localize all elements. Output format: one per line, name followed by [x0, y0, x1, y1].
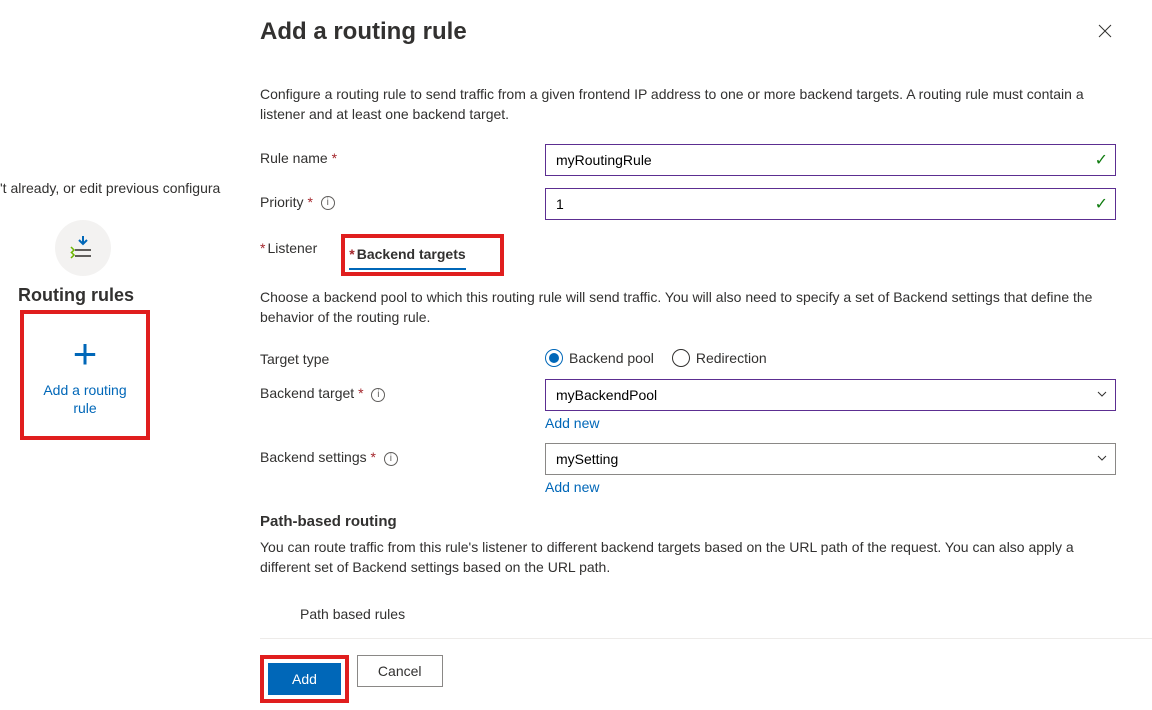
backend-settings-select[interactable]: mySetting [545, 443, 1116, 475]
plus-icon: + [73, 333, 98, 375]
add-routing-rule-panel: Add a routing rule Configure a routing r… [260, 0, 1152, 710]
check-icon: ✓ [1095, 150, 1108, 170]
close-icon[interactable] [1094, 18, 1116, 47]
rule-name-label: Rule name * [260, 144, 545, 166]
rule-name-input[interactable] [545, 144, 1116, 176]
radio-backend-pool[interactable]: Backend pool [545, 349, 654, 367]
routing-rules-heading: Routing rules [18, 285, 134, 306]
add-button[interactable]: Add [268, 663, 341, 695]
cancel-button[interactable]: Cancel [357, 655, 443, 687]
add-new-backend-settings-link[interactable]: Add new [545, 479, 599, 495]
check-icon: ✓ [1095, 194, 1108, 214]
panel-description: Configure a routing rule to send traffic… [260, 85, 1116, 124]
path-based-rules-title: Path based rules [300, 606, 1116, 622]
path-based-routing-desc: You can route traffic from this rule's l… [260, 538, 1116, 577]
info-icon[interactable]: i [384, 452, 398, 466]
tabs: *Listener *Backend targets [260, 234, 1116, 276]
tab-listener[interactable]: *Listener [260, 234, 317, 276]
priority-input[interactable] [545, 188, 1116, 220]
routing-rules-icon [55, 220, 111, 276]
add-routing-rule-label: Add a routingrule [43, 381, 126, 417]
info-icon[interactable]: i [321, 196, 335, 210]
tab-backend-targets[interactable]: *Backend targets [349, 240, 465, 268]
info-icon[interactable]: i [371, 388, 385, 402]
backend-target-label: Backend target * i [260, 379, 545, 401]
priority-label: Priority * i [260, 188, 545, 210]
truncated-context-text: 't already, or edit previous configura [0, 180, 220, 196]
radio-redirection[interactable]: Redirection [672, 349, 767, 367]
backend-settings-label: Backend settings * i [260, 443, 545, 465]
backend-target-select[interactable]: myBackendPool [545, 379, 1116, 411]
left-panel: 't already, or edit previous configura R… [0, 0, 260, 710]
panel-title: Add a routing rule [260, 18, 467, 46]
target-type-label: Target type [260, 345, 545, 367]
add-routing-rule-card[interactable]: + Add a routingrule [20, 310, 150, 440]
panel-footer: Add Cancel [260, 638, 1152, 710]
tab-description: Choose a backend pool to which this rout… [260, 288, 1116, 327]
path-based-routing-heading: Path-based routing [260, 513, 1116, 530]
add-new-backend-target-link[interactable]: Add new [545, 415, 599, 431]
